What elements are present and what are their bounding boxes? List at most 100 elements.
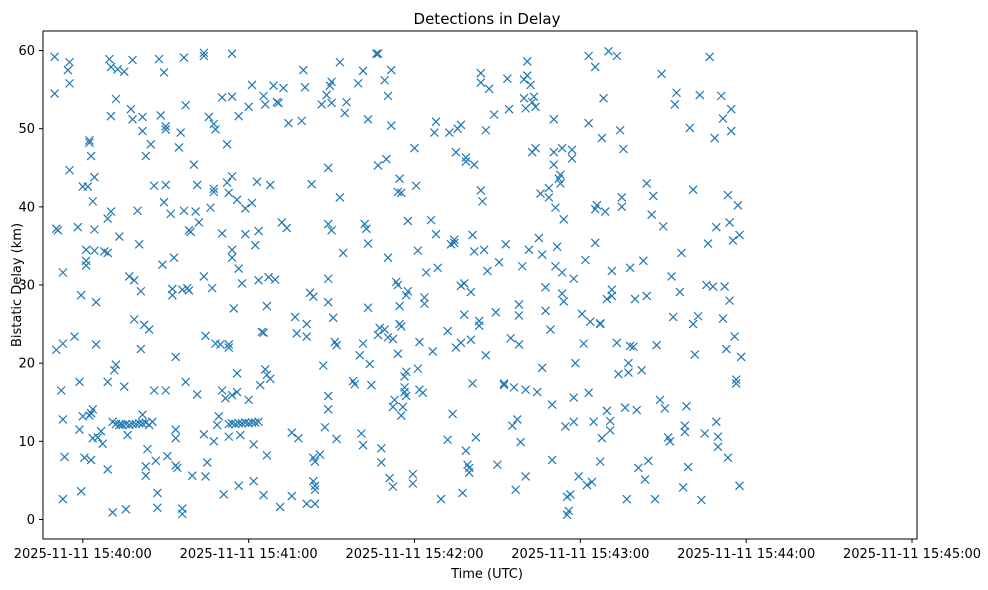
data-point (383, 91, 393, 101)
data-point (549, 114, 559, 124)
data-point (81, 245, 91, 255)
data-point (53, 225, 63, 235)
data-point (630, 294, 640, 304)
data-point (259, 328, 268, 338)
data-point (718, 114, 728, 123)
data-point (176, 128, 186, 138)
data-point (395, 174, 404, 184)
data-point (138, 112, 147, 122)
data-point (476, 68, 486, 78)
data-point (186, 227, 196, 237)
data-point (323, 297, 333, 307)
data-point (388, 402, 398, 412)
data-point (134, 239, 144, 249)
data-point (484, 84, 494, 94)
data-point (569, 393, 579, 402)
data-point (579, 339, 589, 349)
data-point (199, 48, 209, 58)
data-point (713, 442, 723, 452)
data-point (464, 468, 474, 477)
data-point (693, 311, 703, 321)
data-point (582, 480, 592, 490)
data-point (595, 319, 605, 329)
data-point (191, 207, 201, 216)
data-point (386, 65, 396, 75)
data-point (672, 88, 681, 98)
data-point (660, 404, 670, 413)
data-point (121, 419, 131, 429)
data-point (560, 422, 570, 431)
data-point (356, 429, 366, 438)
y-tick-label: 30 (18, 279, 35, 294)
data-point (537, 250, 547, 259)
data-point (322, 90, 332, 100)
data-point (517, 261, 527, 271)
data-point (118, 420, 128, 430)
data-point (58, 268, 68, 277)
data-point (138, 410, 147, 420)
data-point (426, 215, 436, 225)
data-point (265, 180, 275, 190)
data-point (632, 405, 642, 415)
data-point (86, 151, 96, 161)
data-point (599, 93, 608, 103)
data-point (103, 214, 113, 223)
data-point (141, 471, 151, 481)
data-point (532, 387, 542, 397)
data-point (310, 481, 320, 491)
data-point (529, 92, 539, 102)
data-point (199, 429, 209, 439)
y-axis-label: Bistatic Delay (km) (10, 223, 25, 347)
data-point (70, 332, 79, 342)
data-point (159, 67, 169, 77)
data-point (564, 506, 574, 516)
data-point (602, 406, 612, 416)
data-point (181, 377, 191, 387)
data-point (723, 453, 733, 463)
data-point (413, 246, 423, 256)
data-point (154, 54, 164, 64)
data-point (680, 421, 690, 431)
data-point (628, 342, 638, 352)
data-point (224, 419, 234, 429)
data-point (209, 119, 219, 129)
data-point (521, 385, 531, 395)
data-point (688, 319, 698, 329)
data-point (625, 263, 635, 273)
data-point (600, 207, 610, 216)
data-point (711, 417, 721, 427)
data-point (730, 332, 739, 342)
data-point (192, 389, 202, 399)
data-point (232, 368, 242, 378)
data-point (207, 283, 217, 293)
data-point (637, 365, 647, 375)
data-point (350, 379, 360, 389)
data-point (421, 268, 431, 277)
data-point (420, 299, 429, 309)
data-point (408, 479, 418, 488)
data-point (229, 304, 239, 313)
data-point (567, 153, 577, 163)
data-point (590, 238, 600, 248)
data-point (665, 436, 675, 446)
data-point (428, 347, 438, 356)
data-point (541, 282, 550, 292)
data-point (708, 282, 718, 291)
data-point (219, 490, 229, 499)
data-point (383, 332, 393, 342)
data-point (50, 89, 60, 98)
data-point (315, 450, 325, 460)
data-point (179, 206, 189, 216)
data-point (113, 64, 123, 74)
data-point (161, 121, 171, 131)
data-point (388, 334, 398, 344)
data-point (310, 457, 320, 467)
data-point (617, 202, 627, 212)
data-point (224, 339, 234, 349)
data-point (494, 257, 504, 267)
data-point (80, 453, 89, 463)
data-point (201, 331, 210, 341)
data-point (257, 327, 267, 337)
data-point (187, 471, 197, 481)
data-point (590, 62, 600, 72)
